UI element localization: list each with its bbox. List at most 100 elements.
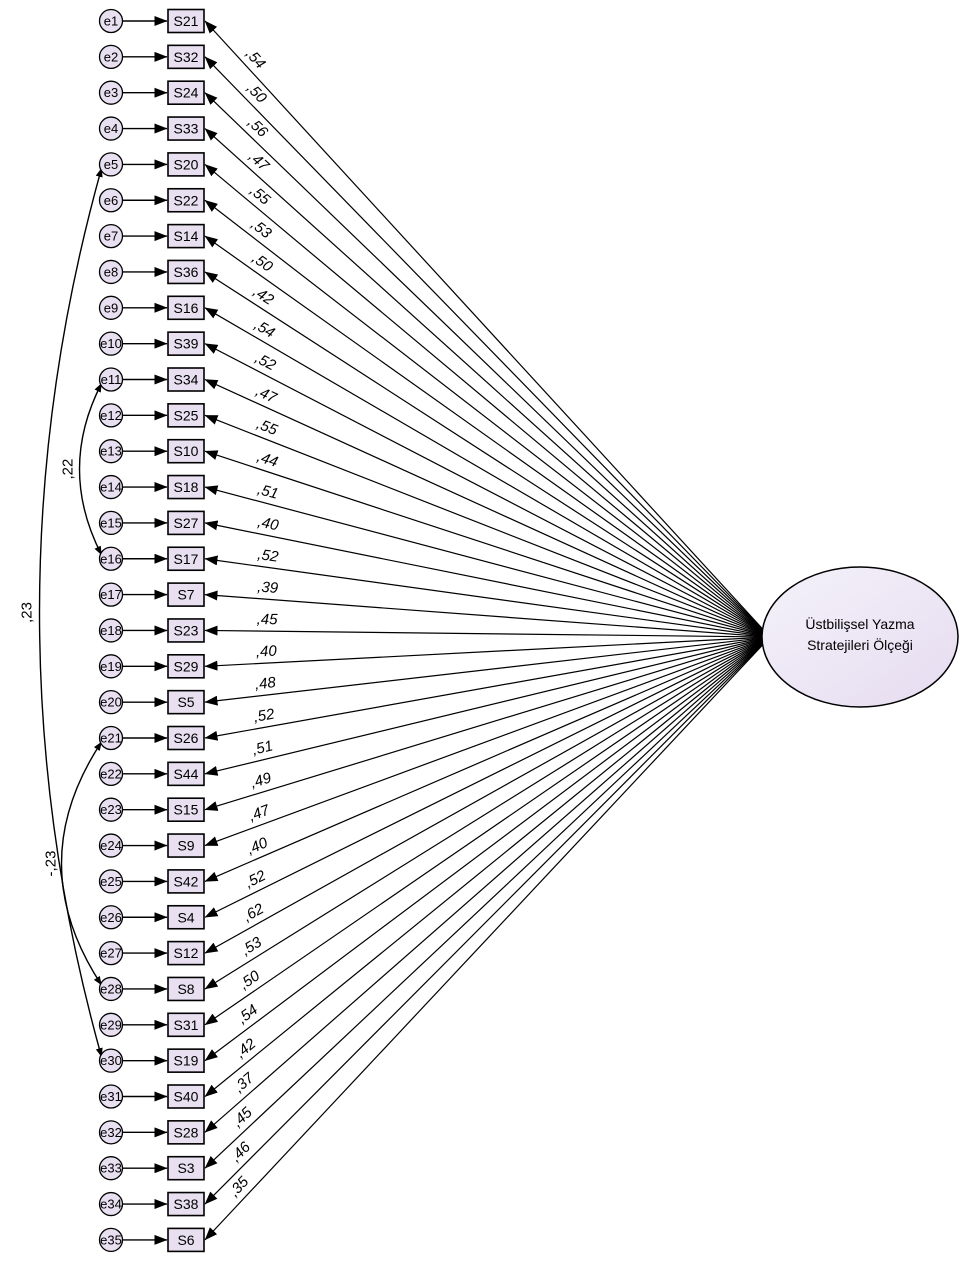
error-term-circle[interactable] [98, 582, 124, 607]
indicator-layer: e1 S21 e2 S32 e3 S24 e4 S33 e5 S20 e6 S22 e7 S14 e8 S36… [98, 8, 205, 1253]
error-term-circle[interactable] [98, 690, 124, 715]
observed-item-box[interactable] [167, 259, 205, 285]
error-term-circle[interactable] [98, 367, 124, 392]
factor-loading-value: ,35 [226, 1173, 253, 1200]
factor-loading-value: ,52 [256, 546, 280, 566]
observed-item-label: S29 [174, 658, 199, 674]
error-term-circle[interactable] [98, 1048, 124, 1073]
error-term-circle[interactable] [98, 976, 124, 1002]
observed-item-box[interactable] [167, 1227, 205, 1253]
error-term-circle[interactable] [98, 725, 124, 751]
factor-loading-arrow [204, 56, 771, 638]
error-term-circle[interactable] [98, 295, 124, 320]
observed-item-box[interactable] [167, 295, 205, 321]
error-term-circle[interactable] [98, 8, 124, 34]
factor-loading-value: ,48 [254, 674, 277, 693]
factor-loading-arrow [204, 414, 771, 638]
factor-loading-value: ,46 [227, 1138, 254, 1165]
error-term-circle[interactable] [98, 403, 124, 428]
observed-item-label: S40 [174, 1089, 199, 1105]
error-term-circle[interactable] [98, 833, 124, 858]
covariance-value: -,23 [42, 851, 59, 877]
observed-item-box[interactable] [167, 116, 205, 141]
error-term-label: e3 [104, 85, 118, 100]
factor-loading-arrow [204, 636, 771, 1169]
error-term-circle[interactable] [98, 905, 124, 930]
observed-item-box[interactable] [167, 797, 205, 823]
observed-item-label: S22 [174, 192, 199, 208]
error-term-circle[interactable] [98, 1156, 124, 1181]
factor-loading-value: ,56 [244, 114, 271, 141]
observed-item-box[interactable] [167, 761, 205, 787]
observed-item-box[interactable] [167, 44, 205, 70]
error-term-circle[interactable] [98, 546, 124, 571]
error-term-circle[interactable] [98, 116, 124, 141]
observed-item-box[interactable] [167, 1155, 205, 1181]
error-term-circle[interactable] [98, 1084, 124, 1109]
observed-item-box[interactable] [167, 223, 205, 249]
observed-item-box[interactable] [167, 331, 205, 356]
error-term-circle[interactable] [98, 223, 124, 249]
error-term-circle[interactable] [98, 654, 124, 679]
observed-item-box[interactable] [167, 1191, 205, 1217]
observed-item-box[interactable] [167, 582, 205, 607]
observed-item-box[interactable] [167, 618, 205, 643]
error-term-label: e33 [100, 1161, 122, 1176]
observed-item-box[interactable] [167, 546, 205, 572]
observed-item-box[interactable] [167, 367, 205, 392]
observed-item-label: S15 [174, 802, 199, 818]
error-term-circle[interactable] [98, 1012, 124, 1037]
observed-item-box[interactable] [167, 1120, 205, 1145]
observed-item-box[interactable] [167, 940, 205, 966]
observed-item-box[interactable] [167, 833, 205, 858]
factor-loading-arrow [204, 450, 771, 638]
error-term-circle[interactable] [98, 44, 124, 69]
error-term-circle[interactable] [98, 1191, 124, 1217]
error-term-circle[interactable] [98, 1120, 124, 1145]
observed-item-label: S42 [174, 873, 199, 889]
error-term-circle[interactable] [98, 474, 124, 500]
error-term-circle[interactable] [98, 618, 124, 643]
observed-item-label: S27 [174, 515, 199, 531]
observed-item-box[interactable] [167, 1048, 205, 1073]
factor-loading-value: ,54 [251, 316, 278, 341]
latent-factor-ellipse[interactable] [761, 566, 959, 708]
error-term-circle[interactable] [98, 940, 124, 966]
error-term-circle[interactable] [98, 510, 124, 536]
error-term-circle[interactable] [98, 188, 124, 213]
observed-item-box[interactable] [167, 1012, 205, 1038]
observed-item-box[interactable] [167, 403, 205, 428]
observed-item-box[interactable] [167, 689, 205, 715]
observed-item-box[interactable] [167, 976, 205, 1002]
observed-item-box[interactable] [167, 653, 205, 679]
error-term-circle[interactable] [98, 869, 124, 894]
error-term-label: e17 [100, 587, 122, 602]
latent-factor-label-line-1: Üstbilişsel Yazma [805, 615, 914, 632]
error-term-circle[interactable] [98, 1227, 124, 1253]
error-term-circle[interactable] [98, 439, 124, 464]
observed-item-box[interactable] [167, 438, 205, 464]
observed-item-box[interactable] [167, 187, 205, 213]
error-term-circle[interactable] [98, 259, 124, 285]
error-term-label: e18 [100, 623, 122, 638]
observed-item-box[interactable] [167, 904, 205, 930]
error-term-circle[interactable] [98, 797, 124, 822]
observed-item-box[interactable] [167, 869, 205, 894]
error-term-label: e12 [100, 408, 122, 423]
observed-item-label: S16 [174, 300, 199, 316]
factor-loading-arrow [204, 307, 771, 638]
observed-item-box[interactable] [167, 725, 205, 751]
factor-loading-value: ,44 [255, 448, 280, 471]
observed-item-box[interactable] [167, 1084, 205, 1109]
observed-item-box[interactable] [167, 474, 205, 500]
error-term-circle[interactable] [98, 331, 124, 356]
error-term-circle[interactable] [98, 152, 124, 177]
observed-item-box[interactable] [167, 510, 205, 536]
error-term-circle[interactable] [98, 80, 124, 105]
factor-loading-value: ,42 [232, 1035, 259, 1062]
factor-loading-value: ,51 [256, 481, 281, 503]
error-term-circle[interactable] [98, 761, 124, 786]
observed-item-box[interactable] [167, 152, 205, 177]
observed-item-box[interactable] [167, 80, 205, 105]
observed-item-box[interactable] [167, 8, 205, 34]
